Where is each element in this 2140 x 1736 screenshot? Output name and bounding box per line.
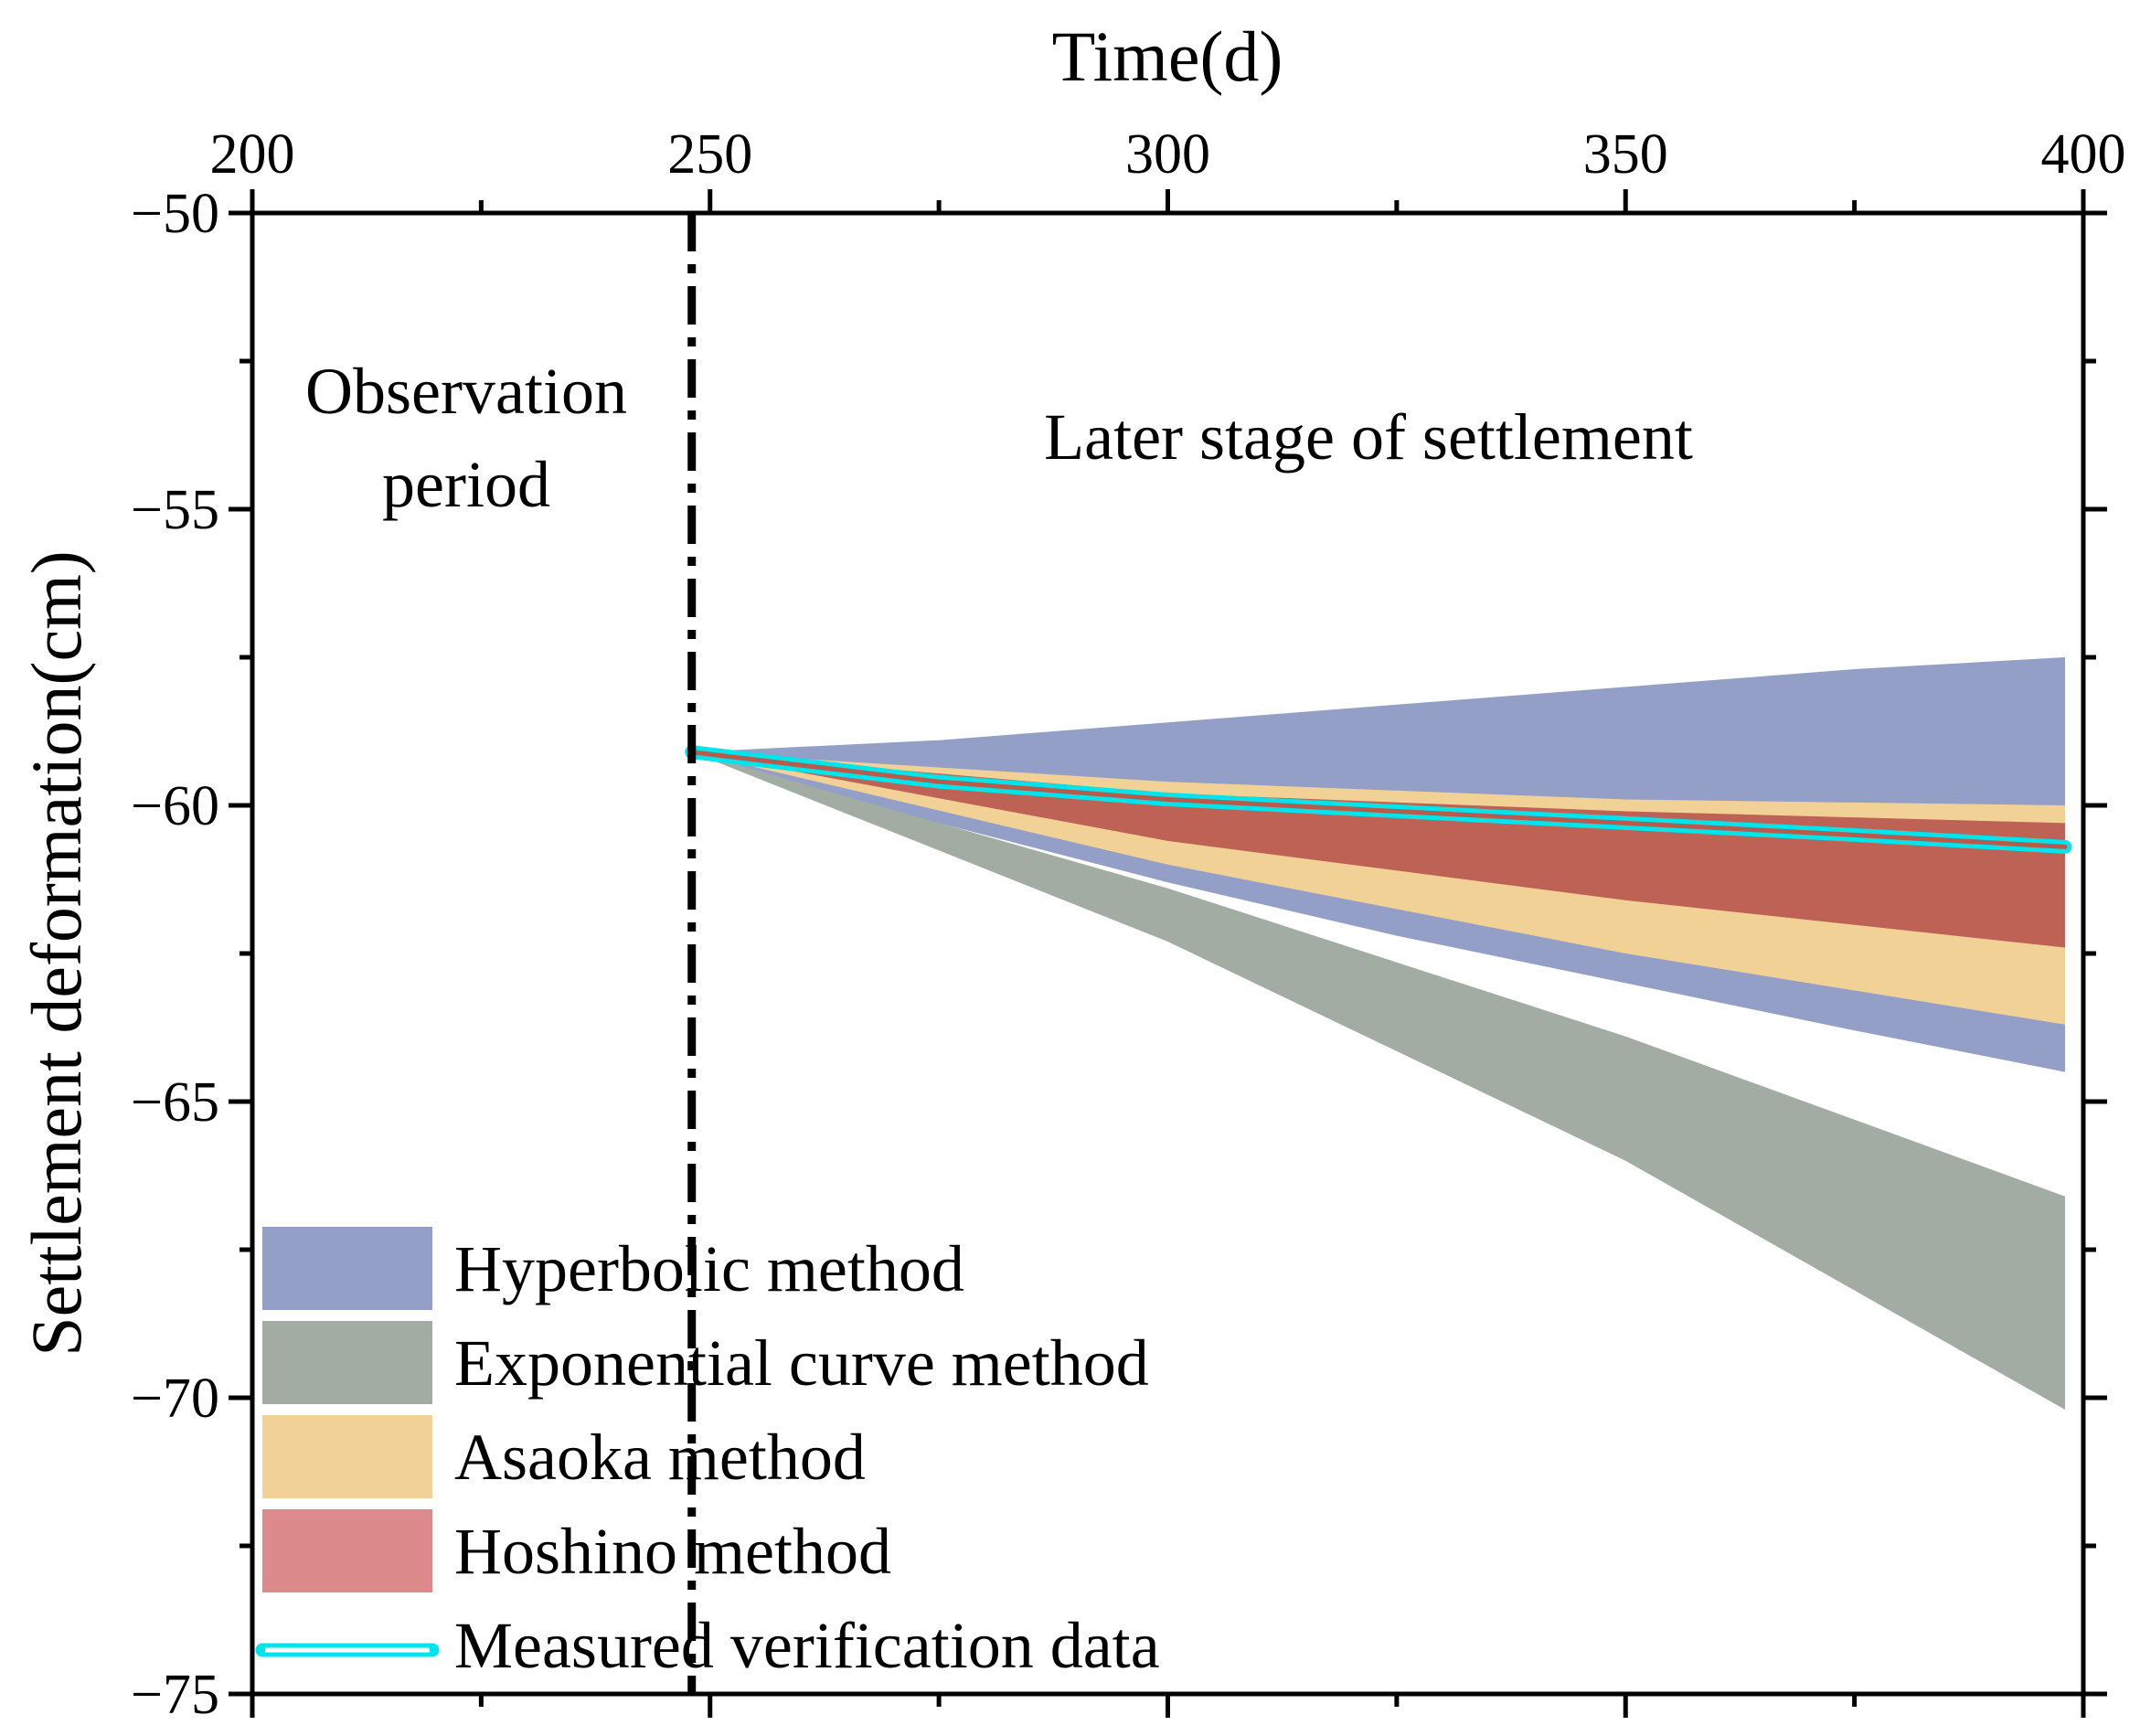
legend-label-exponential-curve-method: Exponential curve method	[454, 1326, 1149, 1400]
legend-swatch-asaoka-method	[262, 1415, 432, 1498]
legend: Hyperbolic method Exponential curve metho…	[255, 1227, 1160, 1682]
legend-swatch-hoshino-method	[262, 1509, 432, 1592]
annotation-observation-period: Observation	[305, 355, 627, 428]
legend-label-asaoka-method: Asaoka method	[454, 1421, 866, 1494]
y-tick-label: −70	[131, 1368, 219, 1430]
y-tick-label: −55	[131, 479, 219, 541]
x-tick-label: 250	[667, 123, 752, 186]
overlap-layer	[691, 751, 2066, 948]
x-tick-label: 350	[1583, 123, 1668, 186]
legend-swatch-hyperbolic-method	[262, 1227, 432, 1310]
annotation-later-stage: Later stage of settlement	[1044, 400, 1693, 474]
x-axis-title: Time(d)	[1052, 16, 1283, 96]
y-axis-ticks: −50 −55 −60 −65 −70 −75	[131, 183, 2107, 1726]
legend-label-hoshino-method: Hoshino method	[454, 1515, 891, 1588]
legend-swatch-exponential-curve-method	[262, 1321, 432, 1404]
y-tick-label: −60	[131, 775, 219, 837]
line-layer	[685, 745, 2072, 854]
band-overlap-hoshino-asaoka	[691, 751, 2066, 948]
y-tick-label: −75	[131, 1664, 219, 1726]
x-axis-ticks: 200 250 300 350 400	[210, 123, 2126, 1718]
line-measured-verification-data-core	[689, 750, 2068, 849]
y-tick-label: −50	[131, 183, 219, 245]
y-axis-title: Settlement deformation(cm)	[16, 550, 96, 1357]
legend-label-hyperbolic-method: Hyperbolic method	[454, 1232, 964, 1305]
annotations: Observation period Later stage of settleme…	[305, 355, 1693, 521]
x-tick-label: 200	[210, 123, 295, 186]
x-tick-label: 400	[2041, 123, 2126, 186]
legend-label-measured-verification-data: Measured verification data	[454, 1609, 1160, 1682]
annotation-observation-period: period	[382, 448, 550, 521]
x-tick-label: 300	[1125, 123, 1210, 186]
y-tick-label: −65	[131, 1071, 219, 1134]
